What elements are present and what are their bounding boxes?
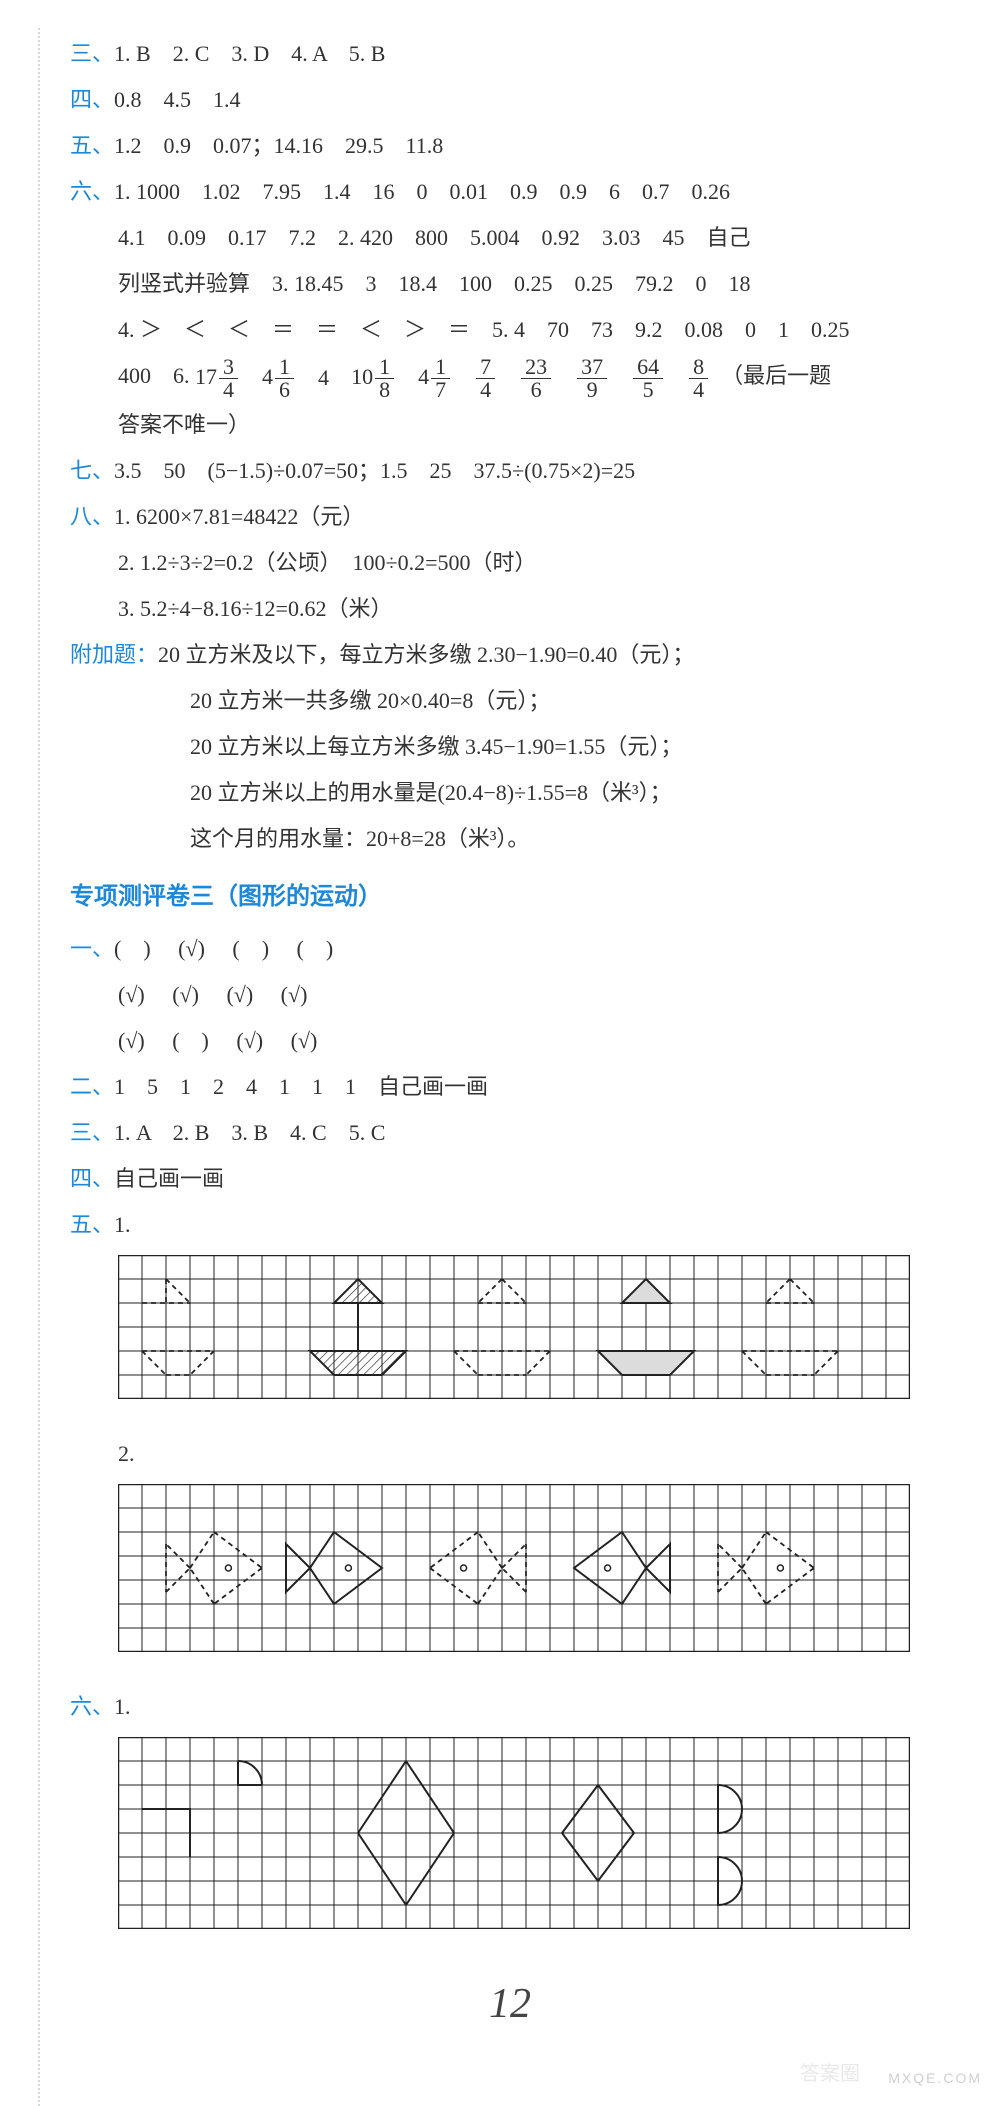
row-ba-2: 2. 1.2÷3÷2=0.2（公顷） 100÷0.2=500（时） (70, 541, 950, 585)
row-fujia-3: 20 立方米以上每立方米多缴 3.45−1.90=1.55（元）； (70, 725, 950, 769)
label-si2: 四、 (70, 1166, 114, 1191)
row-liu-5: 400 6. 1734 416 4 1018 417 74 236 379 64… (70, 354, 950, 401)
row-fujia-4: 20 立方米以上的用水量是(20.4−8)÷1.55=8（米³）； (70, 771, 950, 815)
mixed-fraction: 379 (575, 355, 609, 401)
num-wu2-1: 1. (114, 1212, 131, 1237)
row-liu-6: 答案不唯一） (70, 403, 950, 447)
figure-wu2-1 (118, 1255, 950, 1414)
text-liu-1: 1. 1000 1.02 7.95 1.4 16 0 0.01 0.9 0.9 … (114, 179, 730, 204)
row-yi-1: 一、( ) (√) ( ) ( ) (70, 927, 950, 971)
mixed-fraction: 416 (262, 355, 296, 401)
label-si: 四、 (70, 87, 114, 112)
row-si: 四、0.8 4.5 1.4 (70, 78, 950, 122)
row-ba-3: 3. 5.2÷4−8.16÷12=0.62（米） (70, 587, 950, 631)
row-si2: 四、自己画一画 (70, 1157, 950, 1201)
row-fujia-1: 附加题：20 立方米及以下，每立方米多缴 2.30−1.90=0.40（元）； (70, 633, 950, 677)
row-san2: 三、1. A 2. B 3. B 4. C 5. C (70, 1111, 950, 1155)
text-qi: 3.5 50 (5−1.5)÷0.07=50；1.5 25 37.5÷(0.75… (114, 458, 635, 483)
row-ba-1: 八、1. 6200×7.81=48422（元） (70, 495, 950, 539)
text-ba-1: 1. 6200×7.81=48422（元） (114, 504, 364, 529)
mixed-fraction: 1734 (195, 355, 240, 401)
mixed-fraction: 1018 (351, 355, 396, 401)
page-number: 12 (70, 1962, 950, 2046)
mixed-fraction: 74 (474, 355, 497, 401)
label-liu2: 六、 (70, 1694, 114, 1719)
text-yi-1: ( ) (√) ( ) ( ) (114, 936, 333, 961)
text-fujia-1: 20 立方米及以下，每立方米多缴 2.30−1.90=0.40（元）； (158, 642, 694, 667)
row-liu-4: 4. ＞ ＜ ＜ ＝ ＝ ＜ ＞ ＝ 5. 4 70 73 9.2 0.08 0… (70, 308, 950, 352)
row-fujia-5: 这个月的用水量：20+8=28（米³）。 (70, 817, 950, 861)
label-ba: 八、 (70, 504, 114, 529)
label-san2: 三、 (70, 1120, 114, 1145)
row-qi: 七、3.5 50 (5−1.5)÷0.07=50；1.5 25 37.5÷(0.… (70, 449, 950, 493)
label-fujia: 附加题： (70, 642, 158, 667)
row-fujia-2: 20 立方米一共多缴 20×0.40=8（元）； (70, 679, 950, 723)
row-liu-2: 4.1 0.09 0.17 7.2 2. 420 800 5.004 0.92 … (70, 216, 950, 260)
text-si2: 自己画一画 (114, 1166, 224, 1191)
num-wu2-2: 2. (118, 1441, 135, 1466)
margin-dots (38, 28, 40, 2106)
label-wu: 五、 (70, 133, 114, 158)
figure-liu2-1 (118, 1737, 950, 1944)
mixed-fraction: 4 (318, 356, 329, 400)
text-er: 1 5 1 2 4 1 1 1 自己画一画 (114, 1074, 488, 1099)
row-er: 二、1 5 1 2 4 1 1 1 自己画一画 (70, 1065, 950, 1109)
row-liu2: 六、1. (70, 1685, 950, 1729)
row-yi-2: (√) (√) (√) (√) (70, 973, 950, 1017)
mixed-fraction: 236 (519, 355, 553, 401)
row-wu2: 五、1. (70, 1203, 950, 1247)
text-si: 0.8 4.5 1.4 (114, 87, 241, 112)
row-wu2-2: 2. (70, 1432, 950, 1476)
row-liu-1: 六、1. 1000 1.02 7.95 1.4 16 0 0.01 0.9 0.… (70, 170, 950, 214)
text-wu: 1.2 0.9 0.07；14.16 29.5 11.8 (114, 133, 443, 158)
row-liu-3: 列竖式并验算 3. 18.45 3 18.4 100 0.25 0.25 79.… (70, 262, 950, 306)
label-liu: 六、 (70, 179, 114, 204)
text-san2: 1. A 2. B 3. B 4. C 5. C (114, 1120, 385, 1145)
row-yi-3: (√) ( ) (√) (√) (70, 1019, 950, 1063)
label-er: 二、 (70, 1074, 114, 1099)
row-wu: 五、1.2 0.9 0.07；14.16 29.5 11.8 (70, 124, 950, 168)
label-wu2: 五、 (70, 1212, 114, 1237)
label-yi: 一、 (70, 936, 114, 961)
mixed-fraction: 417 (418, 355, 452, 401)
watermark-cn: 答案圈 (800, 2054, 860, 2094)
section-title-3: 专项测评卷三（图形的运动） (70, 873, 950, 921)
text-san: 1. B 2. C 3. D 4. A 5. B (114, 41, 385, 66)
num-liu2-1: 1. (114, 1694, 131, 1719)
mixed-fraction: 645 (631, 355, 665, 401)
row-san: 三、1. B 2. C 3. D 4. A 5. B (70, 32, 950, 76)
mixed-fraction: 84 (687, 355, 710, 401)
figure-wu2-2 (118, 1484, 950, 1667)
label-san: 三、 (70, 41, 114, 66)
label-qi: 七、 (70, 458, 114, 483)
watermark-url: MXQE.COM (888, 2064, 982, 2092)
